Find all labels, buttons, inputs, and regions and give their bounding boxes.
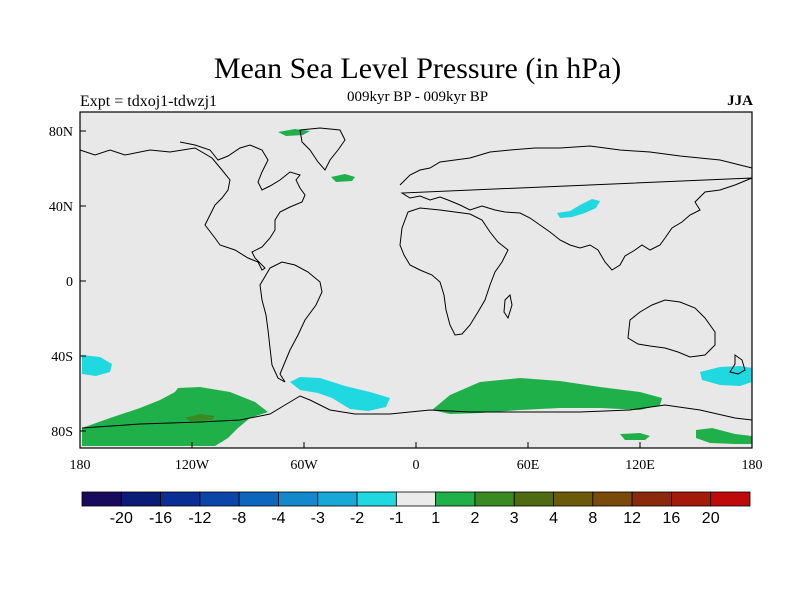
- colorbar-label: -4: [271, 510, 285, 527]
- anomaly-patches: [82, 129, 752, 446]
- colorbar: -20 -16 -12 -8 -4 -3 -2 -1 1 2 3 4 8 12 16 20: [81, 491, 751, 527]
- colorbar-label: -16: [149, 510, 172, 527]
- coastlines: [79, 127, 753, 429]
- colorbar-label: -3: [311, 510, 325, 527]
- anomaly-patch-north-atlantic: [331, 174, 355, 182]
- colorbar-swatch: [356, 491, 397, 507]
- lon-tick-180e: 180: [742, 458, 763, 473]
- coast-new-zealand: [729, 354, 746, 375]
- colorbar-swatch: [278, 491, 319, 507]
- colorbar-swatch: [513, 491, 554, 507]
- anomaly-patch-south-pacific-east: [696, 428, 752, 444]
- lat-tick-80n: 80N: [49, 125, 73, 140]
- colorbar-label: 4: [549, 510, 558, 527]
- colorbar-swatch: [120, 491, 161, 507]
- colorbar-swatch: [238, 491, 279, 507]
- anomaly-patch-south-atlantic: [432, 378, 662, 414]
- colorbar-swatch: [199, 491, 240, 507]
- experiment-label: Expt = tdxoj1-tdwzj1: [80, 93, 218, 110]
- colorbar-label: 1: [431, 510, 440, 527]
- lat-tick-40s: 40S: [51, 350, 73, 365]
- colorbar-swatch: [710, 491, 751, 507]
- colorbar-swatch: [592, 491, 633, 507]
- colorbar-label: -2: [350, 510, 364, 527]
- colorbar-swatch: [395, 491, 437, 507]
- colorbar-swatch: [435, 491, 476, 507]
- colorbar-label: -12: [188, 510, 211, 527]
- colorbar-label: -1: [389, 510, 403, 527]
- season-label: JJA: [727, 93, 753, 109]
- colorbar-label: 12: [623, 510, 641, 527]
- coast-europe-asia: [399, 145, 753, 271]
- lat-axis: 80N 40N 0 40S 80S: [49, 125, 86, 440]
- lon-tick-0: 0: [413, 458, 420, 473]
- anomaly-patch-drake: [290, 377, 390, 411]
- colorbar-label: 16: [663, 510, 681, 527]
- anomaly-patch-south-pacific: [82, 387, 268, 446]
- coast-australia: [627, 299, 716, 358]
- lon-tick-60e: 60E: [517, 458, 540, 473]
- colorbar-label: 8: [588, 510, 597, 527]
- map-subtitle: 009kyr BP - 009kyr BP: [346, 89, 489, 105]
- lon-tick-180w: 180: [70, 458, 91, 473]
- coast-north-america: [79, 141, 306, 271]
- lat-tick-40n: 40N: [49, 200, 73, 215]
- colorbar-swatch: [671, 491, 712, 507]
- colorbar-swatch: [474, 491, 515, 507]
- colorbar-swatch: [631, 491, 672, 507]
- colorbar-swatch: [160, 491, 201, 507]
- coast-greenland: [299, 127, 346, 171]
- colorbar-label: 20: [702, 510, 720, 527]
- colorbar-swatch: [81, 491, 122, 507]
- coast-africa: [399, 207, 509, 336]
- anomaly-patch-south-pacific-dark: [185, 414, 215, 421]
- colorbar-swatch: [317, 491, 358, 507]
- lon-axis: 180 120W 60W 0 60E 120E 180: [70, 442, 763, 473]
- coast-antarctica: [81, 395, 753, 429]
- coast-madagascar: [503, 293, 513, 320]
- anomaly-patch-antarctic-small: [620, 433, 650, 440]
- anomaly-patch-arctic: [278, 129, 310, 136]
- colorbar-label: 2: [470, 510, 479, 527]
- anomaly-patch-tibet: [557, 199, 600, 218]
- lat-tick-80s: 80S: [51, 425, 73, 440]
- lat-tick-0: 0: [66, 275, 73, 290]
- coast-south-america: [259, 261, 323, 383]
- map-title: Mean Sea Level Pressure (in hPa): [213, 52, 622, 85]
- colorbar-label: -8: [232, 510, 246, 527]
- colorbar-label: -20: [110, 510, 133, 527]
- colorbar-label: 3: [510, 510, 519, 527]
- anomaly-patch-southwest: [82, 355, 112, 376]
- colorbar-swatch: [553, 491, 594, 507]
- lon-tick-60w: 60W: [290, 458, 318, 473]
- anomaly-patch-tasman: [700, 366, 752, 386]
- lon-tick-120e: 120E: [625, 458, 655, 473]
- lon-tick-120w: 120W: [175, 458, 210, 473]
